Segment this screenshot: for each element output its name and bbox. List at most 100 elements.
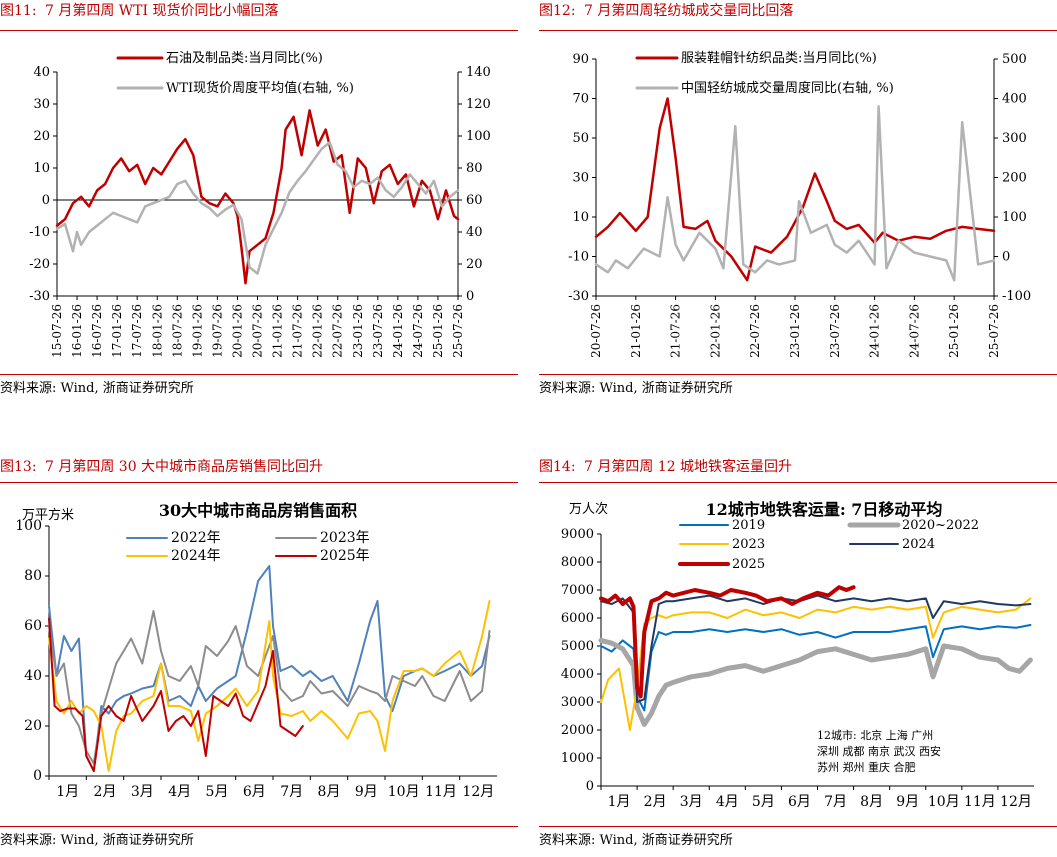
x-tick-label: 17-01-26 [110, 304, 124, 358]
source-rule [539, 374, 1057, 375]
series-line [55, 141, 460, 275]
y-tick-label-right: 0 [1002, 250, 1010, 265]
x-tick-label: 23-07-26 [371, 304, 385, 358]
y-tick-label-left: 0 [33, 768, 42, 784]
chart-metro: 9000 8000 7000 6000 5000 4000 3000 2000 1000 0 1月 2… [561, 500, 1034, 810]
x-tick-label: 5月 [752, 794, 775, 810]
x-tick-label: 24-07-26 [907, 304, 921, 358]
y-tick-label-left: 10 [33, 161, 50, 176]
title-rule [0, 30, 518, 31]
x-tick-label: 22-01-26 [708, 304, 722, 358]
figure-number: 图14: [539, 459, 576, 475]
x-tick-label: 23-01-26 [351, 304, 365, 358]
y-tick-label-left: 6000 [561, 611, 594, 626]
legend-label: 中国轻纺城成交量周度同比(右轴, %) [681, 80, 894, 96]
y-tick-label-left: 50 [572, 131, 589, 146]
x-tick-label: 16-07-26 [90, 304, 104, 358]
series-line [55, 109, 460, 285]
y-tick-label-right: 300 [1002, 131, 1027, 146]
legend-label: 2025年 [320, 548, 370, 564]
panel-title: 图14: 7 月第四周 12 城地铁客运量回升 [539, 456, 1057, 480]
x-tick-label: 12月 [1000, 794, 1032, 810]
annotation-line: 12城市: 北京 上海 广州 [817, 728, 933, 742]
y-tick-label-right: 100 [1002, 210, 1027, 225]
x-tick-label: 4月 [168, 784, 191, 800]
x-tick-label: 21-01-26 [271, 304, 285, 358]
y-tick-label-right: 400 [1002, 92, 1027, 107]
x-tick-label: 1月 [608, 794, 631, 810]
source-rule [0, 374, 518, 375]
panel-wti: 图11: 7 月第四周 WTI 现货价同比小幅回落 40 30 20 10 0 -10 -2… [0, 0, 518, 405]
x-tick-label: 19-07-26 [210, 304, 224, 358]
y-tick-label-left: 10 [572, 210, 589, 225]
annotation-line: 苏州 郑州 重庆 合肥 [817, 760, 916, 774]
y-tick-label-right: 100 [466, 129, 491, 144]
x-tick-label: 1月 [56, 784, 79, 800]
annotation-line: 深圳 成都 南京 武汉 西安 [817, 744, 941, 758]
figure-number: 图11: [0, 3, 37, 19]
legend-label: 服装鞋帽针纺织品类:当月同比(%) [681, 50, 877, 66]
y-tick-label-right: 40 [466, 225, 483, 240]
figure-title: 7 月第四周 WTI 现货价同比小幅回落 [44, 3, 279, 19]
x-tick-label: 24-01-26 [391, 304, 405, 358]
y-tick-label-left: 90 [572, 52, 589, 67]
y-tick-label-left: 2000 [561, 723, 594, 738]
y-tick-label-left: -10 [568, 250, 589, 265]
title-rule [539, 482, 1057, 483]
series-line [48, 600, 491, 772]
y-axis-title: 万人次 [569, 501, 608, 517]
x-tick-label: 12月 [462, 784, 494, 800]
y-tick-label-left: 20 [33, 129, 50, 144]
y-tick-label-left: 0 [42, 193, 50, 208]
chart-wti: 403020100-10-20-3014012010080604020015-0… [29, 51, 491, 358]
x-tick-label: 25-07-26 [987, 304, 1001, 358]
chart-title: 30大中城市商品房销售面积 [159, 501, 357, 520]
x-tick-label: 20-07-26 [589, 304, 603, 358]
y-tick-label-left: 100 [15, 518, 42, 534]
x-tick-label: 11月 [964, 794, 996, 810]
x-tick-label: 22-07-26 [748, 304, 762, 358]
x-tick-label: 6月 [788, 794, 811, 810]
panel-title: 图13: 7 月第四周 30 大中城市商品房销售同比回升 [0, 456, 518, 480]
y-tick-label-right: 0 [466, 289, 474, 304]
x-tick-label: 10月 [928, 794, 960, 810]
x-tick-label: 24-07-26 [411, 304, 425, 358]
legend-label: 2023 [732, 537, 765, 552]
y-tick-label-left: 3000 [561, 695, 594, 710]
panel-housing: 图13: 7 月第四周 30 大中城市商品房销售同比回升 100 80 60 40 20… [0, 456, 518, 856]
series-line [600, 597, 1032, 731]
series-line [598, 637, 1033, 727]
x-tick-label: 8月 [860, 794, 883, 810]
figure-title: 7 月第四周 12 城地铁客运量回升 [583, 459, 793, 475]
y-tick-label-left: -20 [29, 257, 50, 272]
y-tick-label-right: 500 [1002, 52, 1027, 67]
y-tick-label-left: 9000 [561, 527, 594, 542]
source-rule [539, 826, 1057, 827]
x-tick-label: 16-01-26 [70, 304, 84, 358]
x-tick-label: 23-01-26 [788, 304, 802, 358]
x-tick-label: 3月 [680, 794, 703, 810]
panel-title: 图12: 7 月第四周轻纺城成交量同比回落 [539, 0, 1057, 24]
chart-title: 12城市地铁客运量: 7日移动平均 [706, 500, 943, 519]
y-tick-label-left: 70 [572, 92, 589, 107]
x-tick-label: 20-01-26 [230, 304, 244, 358]
figure-number: 图13: [0, 459, 37, 475]
x-tick-label: 23-07-26 [828, 304, 842, 358]
x-tick-label: 25-07-26 [451, 304, 465, 358]
x-tick-label: 3月 [131, 784, 154, 800]
y-tick-label-left: 30 [33, 97, 50, 112]
panel-metro: 图14: 7 月第四周 12 城地铁客运量回升 9000 8000 7000 6000… [539, 456, 1057, 856]
chart-textile: 90 70 50 30 10 -10 -30 500 400 300 200 100 0 -100 20-0… [568, 50, 1031, 358]
series-line [599, 585, 856, 699]
figure-title: 7 月第四周 30 大中城市商品房销售同比回升 [44, 459, 324, 475]
x-tick-label: 18-07-26 [170, 304, 184, 358]
x-tick-label: 25-01-26 [431, 304, 445, 358]
x-tick-label: 22-07-26 [331, 304, 345, 358]
figure-number: 图12: [539, 3, 576, 19]
legend-label: 2024年 [171, 548, 221, 564]
y-tick-label-right: 20 [466, 257, 483, 272]
legend-label: 石油及制品类:当月同比(%) [166, 51, 323, 66]
x-tick-label: 8月 [318, 784, 341, 800]
x-tick-label: 9月 [896, 794, 919, 810]
y-tick-label-right: 200 [1002, 171, 1027, 186]
